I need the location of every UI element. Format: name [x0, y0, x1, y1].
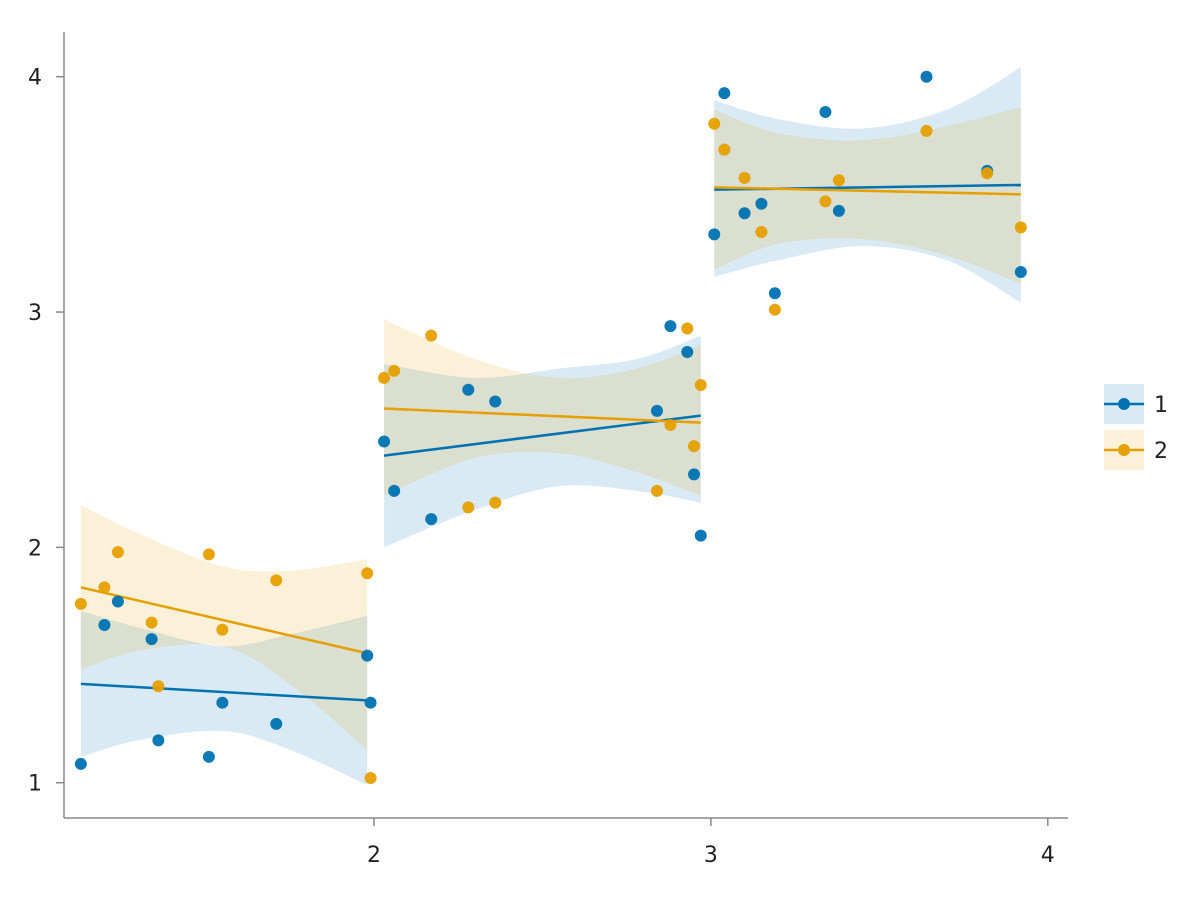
- fit-line-2-3: [714, 186, 1021, 196]
- data-point-1-12: [388, 484, 401, 497]
- data-point-2-15: [489, 496, 502, 509]
- legend-swatch-marker-1: [1118, 398, 1130, 410]
- data-point-2-18: [681, 322, 694, 335]
- data-point-2-3: [111, 546, 124, 559]
- x-tick-label-2: 2: [367, 843, 381, 868]
- data-point-2-30: [1014, 221, 1027, 234]
- data-point-1-18: [681, 346, 694, 359]
- data-point-1-10: [364, 696, 377, 709]
- data-point-1-16: [650, 404, 663, 417]
- fit-lines: [80, 183, 1021, 702]
- data-point-1-17: [664, 320, 677, 333]
- confidence-bands: [80, 67, 1021, 786]
- x-tick-label-3: 3: [704, 843, 718, 868]
- data-point-1-28: [920, 70, 933, 83]
- confidence-band-2-3: [714, 107, 1021, 284]
- legend-label-1: 1: [1154, 393, 1168, 418]
- data-point-2-13: [425, 329, 438, 342]
- data-point-2-16: [650, 484, 663, 497]
- fit-line-1-1: [80, 682, 368, 702]
- data-point-2-14: [462, 501, 475, 514]
- data-point-1-24: [755, 197, 768, 210]
- data-point-1-7: [216, 696, 229, 709]
- fit-line-1-2: [383, 414, 701, 457]
- x-tick-label-4: 4: [1041, 843, 1055, 868]
- data-point-2-4: [145, 616, 158, 629]
- data-point-1-26: [819, 106, 832, 119]
- legend-label-2: 2: [1154, 439, 1168, 464]
- confidence-band-1-3: [714, 67, 1021, 303]
- data-point-2-20: [694, 378, 707, 391]
- data-point-2-10: [364, 771, 377, 784]
- fit-line-2-2: [384, 407, 701, 424]
- data-point-1-27: [832, 204, 845, 217]
- y-tick-label-2: 2: [28, 536, 42, 561]
- data-point-2-5: [152, 680, 165, 693]
- data-point-2-24: [755, 226, 768, 239]
- data-point-2-21: [708, 117, 721, 130]
- data-point-2-26: [819, 195, 832, 208]
- data-point-2-25: [768, 303, 781, 316]
- y-tick-label-3: 3: [28, 301, 42, 326]
- data-point-2-17: [664, 419, 677, 431]
- data-point-2-9: [361, 567, 374, 580]
- data-point-2-11: [378, 371, 391, 384]
- y-tick-label-4: 4: [28, 66, 42, 91]
- data-point-1-19: [688, 468, 701, 481]
- data-point-1-22: [718, 87, 731, 100]
- data-point-1-11: [378, 435, 391, 448]
- y-tick-label-1: 1: [28, 772, 42, 797]
- data-point-1-21: [708, 228, 721, 241]
- data-point-2-28: [920, 124, 933, 137]
- data-point-1-5: [152, 734, 165, 747]
- data-points: [74, 70, 1027, 784]
- data-point-1-15: [489, 395, 502, 408]
- data-point-2-22: [718, 143, 731, 156]
- data-point-2-8: [270, 574, 283, 587]
- confidence-band-2-2: [384, 319, 701, 496]
- data-point-2-2: [98, 581, 111, 594]
- data-point-2-7: [216, 623, 229, 636]
- data-point-1-20: [694, 529, 707, 542]
- data-point-1-2: [98, 619, 111, 632]
- data-point-1-25: [768, 287, 781, 300]
- data-point-1-30: [1014, 266, 1027, 279]
- legend-entry-1: 1: [1104, 384, 1168, 424]
- legend-swatch-marker-2: [1118, 444, 1130, 456]
- x-axis-ticks: 2 3 4: [367, 818, 1055, 868]
- data-point-1-23: [738, 207, 751, 220]
- data-point-1-4: [145, 633, 158, 646]
- data-point-1-6: [202, 750, 215, 763]
- fit-line-2-1: [80, 586, 368, 655]
- data-point-2-19: [688, 440, 701, 453]
- data-point-2-12: [388, 364, 401, 377]
- data-point-2-1: [74, 597, 87, 610]
- legend: 1 2: [1104, 384, 1168, 470]
- data-point-1-8: [270, 717, 283, 730]
- axes: [63, 32, 1068, 819]
- data-point-1-3: [111, 595, 124, 608]
- data-point-2-23: [738, 171, 751, 184]
- data-point-2-27: [832, 174, 845, 187]
- data-point-2-6: [202, 548, 215, 561]
- legend-entry-2: 2: [1104, 430, 1168, 470]
- data-point-1-14: [462, 383, 475, 396]
- y-axis-ticks: 1 2 3 4: [28, 66, 64, 797]
- data-point-1-9: [361, 649, 374, 662]
- data-point-1-1: [74, 757, 87, 770]
- data-point-1-13: [425, 513, 438, 526]
- data-point-2-29: [981, 167, 994, 180]
